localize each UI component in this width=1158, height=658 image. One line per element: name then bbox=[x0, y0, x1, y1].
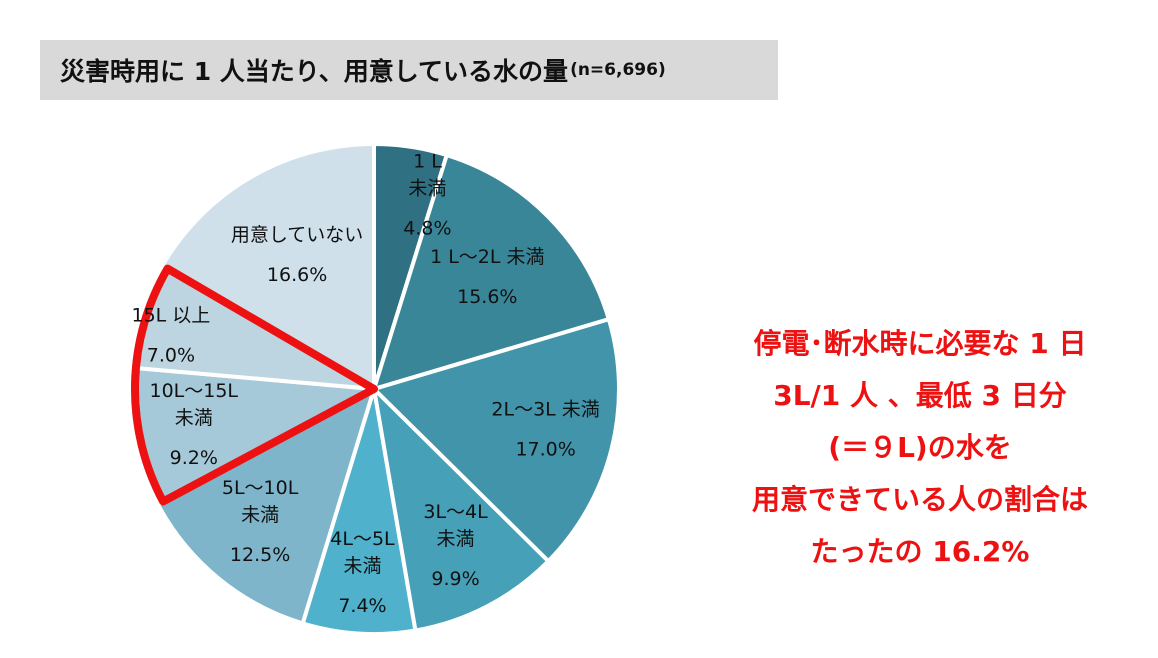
slice-value-label: 4.8% bbox=[403, 218, 451, 240]
slice-category-label: 用意していない bbox=[231, 224, 363, 246]
pie-slices bbox=[127, 142, 621, 636]
pie-slice bbox=[300, 387, 418, 636]
callout-line: 停電･断水時に必要な 1 日 bbox=[753, 327, 1087, 360]
slice-value-label: 9.9% bbox=[431, 568, 479, 590]
slice-value-label: 7.0% bbox=[147, 345, 195, 367]
slice-category-label: 10L～15L bbox=[149, 380, 238, 402]
slice-category-label: 4L～5L bbox=[330, 528, 395, 550]
callout-line: たったの 16.2% bbox=[810, 535, 1030, 568]
callout-text: 停電･断水時に必要な 1 日 3L/1 人 、最低 3 日分 (＝９L)の水を … bbox=[690, 318, 1150, 578]
slice-category-label: 未満 bbox=[241, 504, 279, 526]
slice-value-label: 7.4% bbox=[338, 595, 386, 617]
slice-category-label: 15L 以上 bbox=[131, 305, 210, 327]
pie-slice bbox=[127, 365, 376, 507]
slice-category-label: 未満 bbox=[343, 555, 381, 577]
slice-category-label: 未満 bbox=[437, 528, 475, 550]
slice-category-label: 3L～4L bbox=[423, 501, 488, 523]
chart-sample-size: (n=6,696) bbox=[570, 60, 666, 80]
pie-slice bbox=[127, 263, 376, 391]
slice-value-label: 15.6% bbox=[457, 286, 517, 308]
callout-line: (＝９L)の水を bbox=[828, 431, 1012, 464]
highlight-outline bbox=[131, 264, 378, 506]
callout-line: 用意できている人の割合は bbox=[751, 483, 1088, 516]
slice-value-label: 16.6% bbox=[267, 264, 327, 286]
slice-value-label: 17.0% bbox=[515, 438, 575, 460]
pie-slice bbox=[372, 317, 621, 564]
slice-category-label: 2L～3L 未満 bbox=[491, 398, 599, 420]
slice-category-label: 1 L bbox=[413, 151, 442, 173]
slice-category-label: 未満 bbox=[175, 407, 213, 429]
pie-slice bbox=[160, 142, 376, 391]
slice-category-label: 1 L～2L 未満 bbox=[430, 246, 544, 268]
slice-value-label: 12.5% bbox=[230, 544, 290, 566]
pie-slice bbox=[155, 387, 376, 626]
callout-line: 3L/1 人 、最低 3 日分 bbox=[773, 379, 1067, 412]
slice-value-label: 9.2% bbox=[170, 447, 218, 469]
slice-category-label: 未満 bbox=[408, 178, 446, 200]
chart-title-box: 災害時用に 1 人当たり、用意している水の量 (n=6,696) bbox=[40, 40, 778, 100]
pie-slice bbox=[372, 387, 551, 633]
slice-category-label: 5L～10L bbox=[222, 477, 299, 499]
pie-slice bbox=[372, 153, 611, 391]
chart-title: 災害時用に 1 人当たり、用意している水の量 bbox=[60, 57, 569, 86]
